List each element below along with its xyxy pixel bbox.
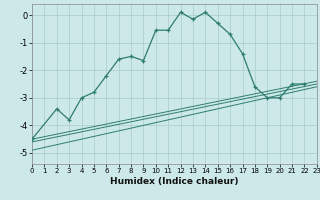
X-axis label: Humidex (Indice chaleur): Humidex (Indice chaleur) <box>110 177 239 186</box>
